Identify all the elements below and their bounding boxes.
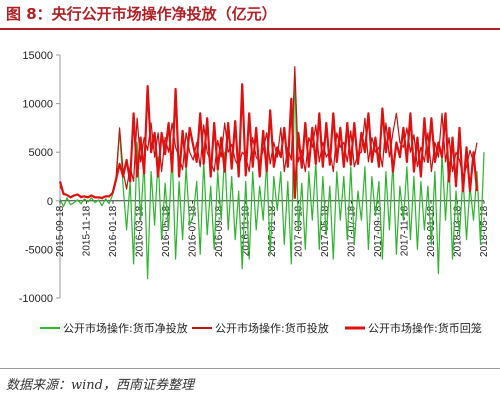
x-tick-label: 2016-03-18 — [135, 205, 146, 257]
title-underline — [0, 28, 500, 30]
y-axis: -10000 -5000 0 5000 10000 15000 — [19, 50, 61, 305]
x-tick-label: 2017-09-18 — [373, 205, 384, 257]
x-tick-label: 2016-05-18 — [161, 205, 172, 257]
source-note: 数据来源：wind，西南证券整理 — [6, 378, 194, 393]
x-tick-label: 2017-03-18 — [294, 205, 305, 257]
source-divider — [0, 368, 500, 369]
x-tick-label: 2017-01-18 — [267, 205, 278, 257]
x-tick-label: 2018-03-18 — [453, 205, 464, 257]
x-tick-label: 2018-05-18 — [479, 205, 490, 257]
y-tick-label: -10000 — [19, 293, 53, 305]
y-tick-label: 10000 — [22, 99, 53, 111]
series-layer — [58, 66, 485, 280]
y-tick-label: 5000 — [29, 147, 53, 159]
x-tick-label: 2017-07-18 — [347, 205, 358, 257]
x-tick-label: 2016-01-18 — [108, 205, 119, 257]
x-tick-label: 2016-07-18 — [188, 205, 199, 257]
legend-label-2: 公开市场操作:货币回笼 — [368, 321, 482, 335]
series-line-2 — [58, 83, 479, 199]
legend-label-0: 公开市场操作:货币净投放 — [63, 321, 188, 335]
series-line-0 — [59, 68, 485, 280]
legend-label-1: 公开市场操作:货币投放 — [215, 321, 329, 335]
legend: 公开市场操作:货币净投放 公开市场操作:货币投放 公开市场操作:货币回笼 — [40, 321, 482, 335]
y-tick-label: -5000 — [25, 244, 53, 256]
x-tick-label: 2016-11-18 — [241, 205, 252, 256]
y-tick-label: 0 — [47, 196, 53, 208]
y-tick-label: 15000 — [22, 50, 53, 62]
x-tick-label: 2016-09-18 — [214, 205, 225, 257]
figure-title: 图 8：央行公开市场操作净投放（亿元） — [6, 5, 277, 23]
x-tick-label: 2015-09-18 — [55, 205, 66, 257]
x-tick-label: 2017-11-18 — [400, 205, 411, 256]
chart-canvas: -10000 -5000 0 5000 10000 15000 2015-09-18 201… — [19, 50, 490, 335]
x-tick-label: 2015-11-18 — [82, 205, 93, 256]
